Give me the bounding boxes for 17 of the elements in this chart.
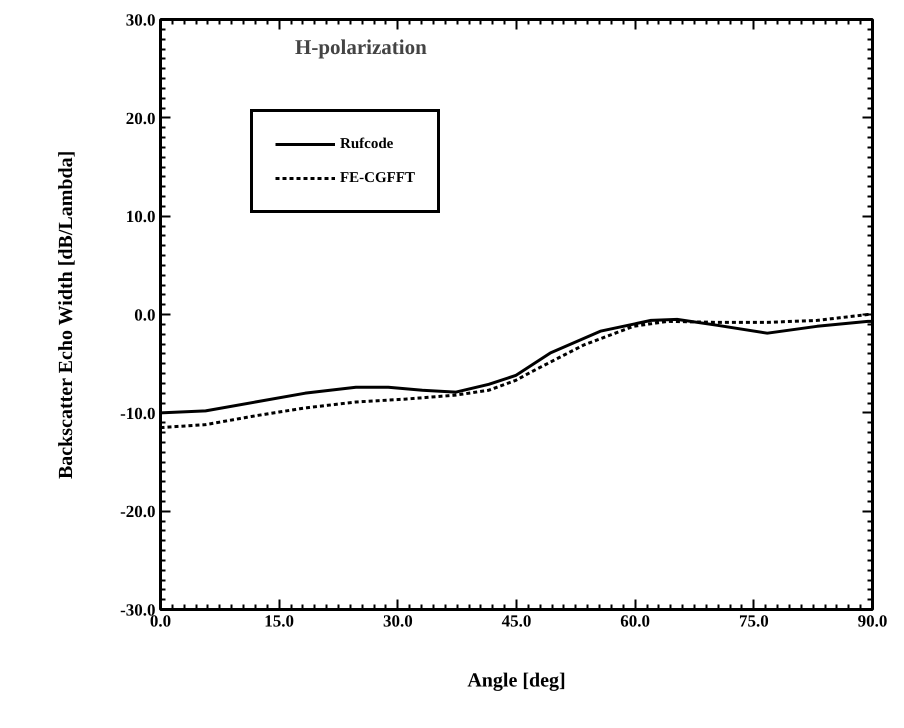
x-tick-label: 15.0 xyxy=(264,612,294,630)
y-axis-title: Backscatter Echo Width [dB/Lambda] xyxy=(55,150,78,480)
x-tick-label: 90.0 xyxy=(858,612,888,630)
y-tick-label: 30.0 xyxy=(126,10,156,30)
text: H-polarization xyxy=(294,34,428,59)
legend-label: Rufcode xyxy=(340,136,394,152)
y-tick-label: -20.0 xyxy=(120,502,156,522)
y-tick-label: 20.0 xyxy=(126,108,156,128)
x-tick-label: 30.0 xyxy=(382,612,413,630)
legend-label: FE-CGFFT xyxy=(340,170,415,186)
y-tick-label: 10.0 xyxy=(126,207,156,226)
x-tick-label: 60.0 xyxy=(620,612,650,630)
x-tick-label: 45.0 xyxy=(502,612,532,630)
x-axis-title: Angle [deg] xyxy=(467,670,566,692)
x-tick-label: 75.0 xyxy=(738,612,769,630)
y-tick-label: -10.0 xyxy=(120,404,156,423)
y-tick-label: 0.0 xyxy=(134,306,156,324)
